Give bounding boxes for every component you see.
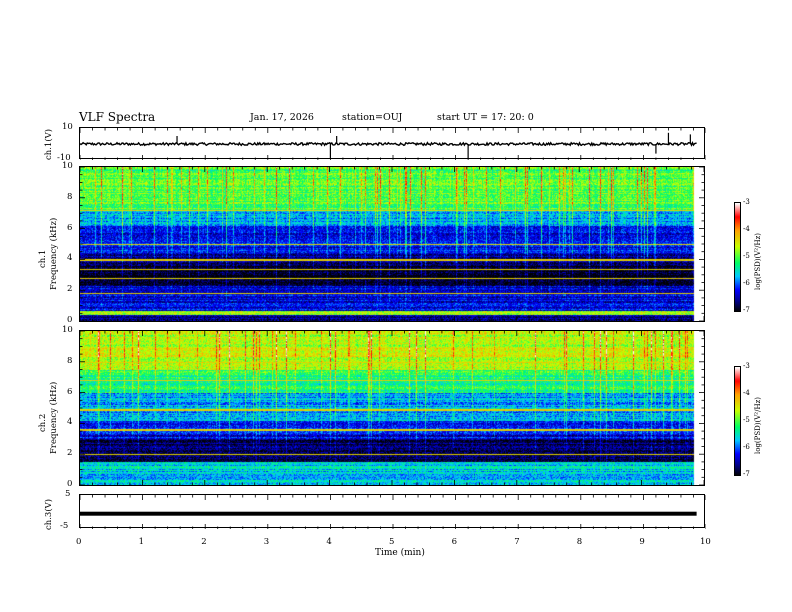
x-tick-label: 8 [576, 537, 583, 547]
ch2-colorbar-label: log(PSD)(V²/Hz) [754, 397, 762, 454]
y-tick-label: 6 [67, 386, 73, 397]
x-tick-label: 3 [263, 537, 270, 547]
colorbar-tick-label: -3 [743, 362, 750, 370]
ch1-waveform-trace [80, 141, 697, 147]
ch3-waveform-plot [80, 495, 706, 529]
x-tick-label: 9 [639, 537, 645, 547]
chart-title: VLF Spectra [79, 110, 156, 124]
ch1-spec-ylabel-channel: ch.1 [38, 249, 48, 268]
colorbar-tick-label: -7 [743, 470, 750, 478]
y-tick-label: 8 [67, 191, 73, 202]
x-tick-label: 2 [201, 537, 207, 547]
x-axis-label: Time (min) [375, 548, 425, 558]
colorbar-tick-label: -4 [743, 389, 750, 397]
y-tick-label: 2 [67, 448, 73, 459]
ch2-spec-ylabel-channel: ch.2 [38, 413, 48, 432]
ch1-waveform-frame [79, 127, 706, 160]
ch3-ymax-label: 5 [65, 489, 71, 499]
ch2-spectrogram-ticks [80, 331, 704, 485]
y-tick-label: 4 [67, 253, 73, 264]
colorbar-tick-label: -6 [743, 279, 750, 287]
ch2-colorbar [734, 366, 741, 476]
ch1-ymin-label: -10 [57, 153, 71, 163]
colorbar-tick-label: -5 [743, 252, 750, 260]
ch3-waveform-frame [79, 494, 706, 529]
ch1-spec-ylabel-freq: Frequency (kHz) [49, 217, 59, 290]
x-tick-label: 6 [451, 537, 458, 547]
ch1-wave-ylabel: ch.1(V) [44, 128, 54, 160]
ch1-spectrogram [79, 166, 705, 322]
start-time-label: start UT = 17: 20: 0 [437, 112, 534, 123]
y-tick-label: 8 [67, 355, 73, 366]
x-tick-label: 0 [76, 537, 82, 547]
x-tick-label: 5 [389, 537, 395, 547]
ch2-spectrogram [79, 330, 705, 486]
y-tick-label: 6 [67, 222, 73, 233]
ch2-spec-ylabel-freq: Frequency (kHz) [49, 381, 59, 454]
y-tick-label: 2 [67, 284, 73, 295]
x-tick-label: 1 [138, 537, 145, 547]
ch1-waveform-plot [80, 128, 706, 160]
colorbar-tick-label: -5 [743, 416, 750, 424]
ch2-spectrogram-canvas [80, 331, 704, 485]
ch1-colorbar [734, 202, 741, 312]
date-label: Jan. 17, 2026 [250, 112, 314, 123]
colorbar-tick-label: -3 [743, 198, 750, 206]
ch1-spectrogram-ticks [80, 167, 704, 321]
y-tick-label: 10 [62, 161, 73, 171]
y-tick-label: 4 [67, 417, 73, 428]
ch3-wave-ylabel: ch.3(V) [44, 498, 54, 530]
x-tick-label: 10 [700, 537, 711, 547]
ch3-waveform-trace [80, 511, 697, 516]
ch1-colorbar-label: log(PSD)(V²/Hz) [754, 233, 762, 290]
ch3-ymin-label: -5 [60, 521, 69, 531]
x-tick-label: 7 [514, 537, 520, 547]
colorbar-tick-label: -7 [743, 306, 750, 314]
y-tick-label: 10 [62, 325, 73, 335]
ch1-ymax-label: 10 [62, 122, 73, 132]
ch1-spectrogram-canvas [80, 167, 704, 321]
station-label: station=OUJ [342, 112, 403, 123]
ch2-colorbar-gradient [735, 367, 740, 475]
y-tick-label: 0 [67, 479, 73, 489]
colorbar-tick-label: -6 [743, 443, 750, 451]
colorbar-tick-label: -4 [743, 225, 750, 233]
x-tick-label: 4 [326, 537, 332, 547]
ch1-colorbar-gradient [735, 203, 740, 311]
y-tick-label: 0 [67, 315, 73, 325]
